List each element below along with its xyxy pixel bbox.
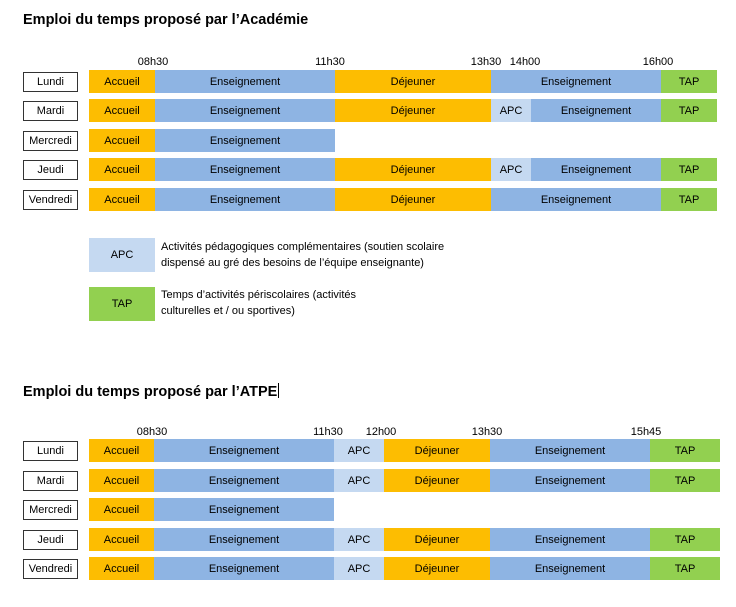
time-label: 11h30	[313, 426, 343, 438]
day-label-mercredi: Mercredi	[23, 131, 78, 151]
slot-enseignement: Enseignement	[154, 528, 334, 551]
legend-tap-swatch: TAP	[89, 287, 155, 321]
slot-tap: TAP	[661, 188, 717, 211]
slot-enseignement: Enseignement	[155, 158, 335, 181]
slot-enseignement: Enseignement	[155, 99, 335, 122]
slot-accueil: Accueil	[89, 188, 155, 211]
slot-accueil: Accueil	[89, 469, 154, 492]
slot-dejeuner: Déjeuner	[384, 557, 490, 580]
slot-tap: TAP	[650, 557, 720, 580]
legend-tap-line: culturelles et / ou sportives)	[161, 305, 295, 317]
day-label-jeudi: Jeudi	[23, 530, 78, 550]
slot-tap: TAP	[650, 469, 720, 492]
slot-enseignement: Enseignement	[491, 70, 661, 93]
slot-tap: TAP	[650, 528, 720, 551]
slot-dejeuner: Déjeuner	[384, 528, 490, 551]
time-label: 11h30	[315, 56, 345, 68]
slot-tap: TAP	[650, 439, 720, 462]
day-label-lundi: Lundi	[23, 441, 78, 461]
legend-tap-text: Temps d’activités périscolaires (activit…	[161, 287, 521, 319]
slot-enseignement: Enseignement	[154, 469, 334, 492]
slot-apc: APC	[334, 469, 384, 492]
day-label-mardi: Mardi	[23, 101, 78, 121]
slot-accueil: Accueil	[89, 528, 154, 551]
legend-apc-line: dispensé au gré des besoins de l’équipe …	[161, 257, 424, 269]
slot-dejeuner: Déjeuner	[384, 439, 490, 462]
slot-enseignement: Enseignement	[491, 188, 661, 211]
slot-enseignement: Enseignement	[154, 498, 334, 521]
legend-tap-line: Temps d’activités périscolaires (activit…	[161, 289, 357, 301]
time-label: 14h00	[509, 56, 541, 68]
time-label: 13h30	[471, 426, 503, 438]
slot-apc: APC	[334, 557, 384, 580]
slot-enseignement: Enseignement	[155, 188, 335, 211]
slot-accueil: Accueil	[89, 129, 155, 152]
slot-tap: TAP	[661, 158, 717, 181]
time-label: 13h30	[470, 56, 502, 68]
section-title-atpe: Emploi du temps proposé par l’ATPE	[23, 383, 280, 400]
legend-apc-line: Activités pédagogiques complémentaires (…	[161, 241, 445, 253]
slot-enseignement: Enseignement	[531, 158, 661, 181]
slot-apc: APC	[491, 99, 531, 122]
day-label-vendredi: Vendredi	[23, 190, 78, 210]
section-title-atpe-text: Emploi du temps proposé par l’ATPE	[23, 384, 278, 400]
time-label: 15h45	[630, 426, 662, 438]
slot-enseignement: Enseignement	[155, 129, 335, 152]
slot-enseignement: Enseignement	[490, 469, 650, 492]
slot-enseignement: Enseignement	[155, 70, 335, 93]
slot-enseignement: Enseignement	[490, 528, 650, 551]
day-label-mardi: Mardi	[23, 471, 78, 491]
slot-dejeuner: Déjeuner	[384, 469, 490, 492]
day-label-lundi: Lundi	[23, 72, 78, 92]
day-label-mercredi: Mercredi	[23, 500, 78, 520]
slot-enseignement: Enseignement	[490, 557, 650, 580]
slot-dejeuner: Déjeuner	[335, 99, 491, 122]
text-cursor	[278, 383, 280, 398]
slot-accueil: Accueil	[89, 557, 154, 580]
slot-tap: TAP	[661, 99, 717, 122]
slot-enseignement: Enseignement	[154, 557, 334, 580]
slot-tap: TAP	[661, 70, 717, 93]
slot-apc: APC	[491, 158, 531, 181]
slot-accueil: Accueil	[89, 498, 154, 521]
slot-apc: APC	[334, 439, 384, 462]
slot-accueil: Accueil	[89, 158, 155, 181]
day-label-vendredi: Vendredi	[23, 559, 78, 579]
slot-dejeuner: Déjeuner	[335, 158, 491, 181]
time-label: 12h00	[365, 426, 397, 438]
legend-apc-swatch: APC	[89, 238, 155, 272]
day-label-jeudi: Jeudi	[23, 160, 78, 180]
slot-enseignement: Enseignement	[154, 439, 334, 462]
slot-accueil: Accueil	[89, 439, 154, 462]
slot-enseignement: Enseignement	[531, 99, 661, 122]
slot-accueil: Accueil	[89, 99, 155, 122]
slot-accueil: Accueil	[89, 70, 155, 93]
legend-apc-text: Activités pédagogiques complémentaires (…	[161, 239, 521, 271]
slot-apc: APC	[334, 528, 384, 551]
time-label: 16h00	[642, 56, 674, 68]
time-label: 08h30	[136, 426, 168, 438]
section-title-academie: Emploi du temps proposé par l’Académie	[23, 12, 309, 28]
slot-dejeuner: Déjeuner	[335, 188, 491, 211]
slot-dejeuner: Déjeuner	[335, 70, 491, 93]
time-label: 08h30	[137, 56, 169, 68]
slot-enseignement: Enseignement	[490, 439, 650, 462]
